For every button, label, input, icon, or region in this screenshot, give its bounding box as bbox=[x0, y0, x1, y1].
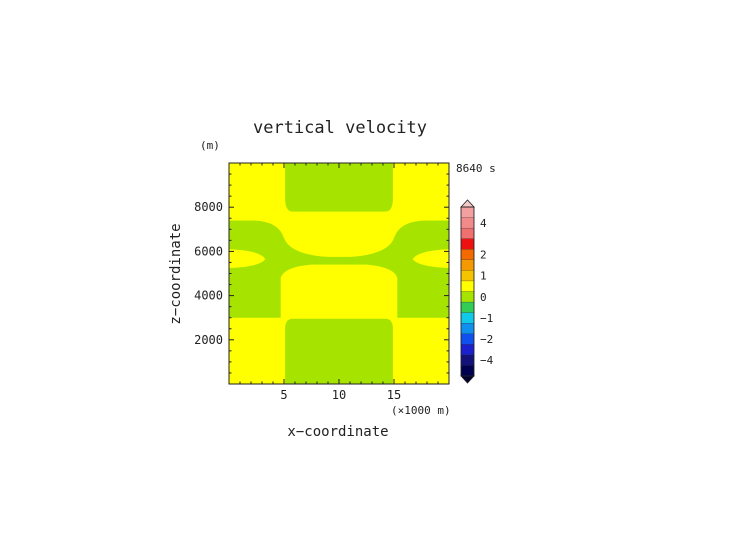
colorbar-band bbox=[460, 227, 475, 240]
colorbar-band bbox=[460, 249, 475, 261]
colorbar-band bbox=[460, 270, 475, 282]
colorbar-tick-label: −1 bbox=[480, 312, 493, 325]
x-unit-label: (×1000 m) bbox=[391, 404, 451, 417]
colorbar-band bbox=[460, 333, 475, 345]
y-tick-label: 2000 bbox=[194, 333, 223, 347]
positive-velocity-region bbox=[412, 249, 449, 268]
colorbar-tick-label: 4 bbox=[480, 217, 487, 230]
zero-velocity-region bbox=[285, 163, 393, 212]
colorbar-band bbox=[460, 344, 475, 356]
plot-axes: 5 10 15 2000 4000 6000 8000 bbox=[194, 162, 450, 402]
x-tick-label: 15 bbox=[387, 388, 401, 402]
x-tick-label: 5 bbox=[280, 388, 287, 402]
y-tick-label: 4000 bbox=[194, 289, 223, 303]
colorbar-tick-label: −4 bbox=[480, 354, 494, 367]
colorbar-band bbox=[460, 206, 475, 219]
colorbar-tick-label: 0 bbox=[480, 291, 487, 304]
zero-velocity-region bbox=[285, 318, 393, 384]
positive-velocity-region bbox=[229, 249, 266, 268]
colorbar-band bbox=[460, 217, 475, 229]
x-axis-label: x−coordinate bbox=[287, 424, 388, 440]
colorbar-band bbox=[460, 354, 475, 366]
y-axis-label: z−coordinate bbox=[168, 223, 184, 324]
colorbar-bottom-arrow bbox=[460, 375, 475, 384]
y-unit-label: (m) bbox=[200, 139, 220, 152]
velocity-field bbox=[229, 163, 449, 384]
colorbar-band bbox=[460, 365, 475, 377]
colorbar-frame bbox=[460, 206, 475, 377]
colorbar-band bbox=[460, 301, 475, 314]
y-tick-label: 8000 bbox=[194, 200, 223, 214]
colorbar-tick-label: −2 bbox=[480, 333, 493, 346]
colorbar-band bbox=[460, 259, 475, 271]
chart-title: vertical velocity bbox=[253, 118, 427, 138]
y-tick-label: 6000 bbox=[194, 244, 223, 258]
colorbar-band bbox=[460, 291, 475, 303]
colorbar-top-arrow bbox=[460, 199, 475, 208]
colorbar-band bbox=[460, 312, 475, 324]
time-label: 8640 s bbox=[456, 162, 496, 175]
zero-velocity-region bbox=[229, 220, 449, 318]
positive-velocity-region bbox=[293, 267, 385, 317]
x-tick-label: 10 bbox=[332, 388, 346, 402]
colorbar-band bbox=[460, 323, 475, 335]
colorbar-tick-label: 2 bbox=[480, 249, 487, 262]
colorbar-band bbox=[460, 280, 475, 292]
colorbar-tick-label: 1 bbox=[480, 270, 487, 283]
colorbar: 4 2 1 0 −1 −2 −4 bbox=[460, 199, 494, 384]
colorbar-band bbox=[460, 238, 475, 250]
